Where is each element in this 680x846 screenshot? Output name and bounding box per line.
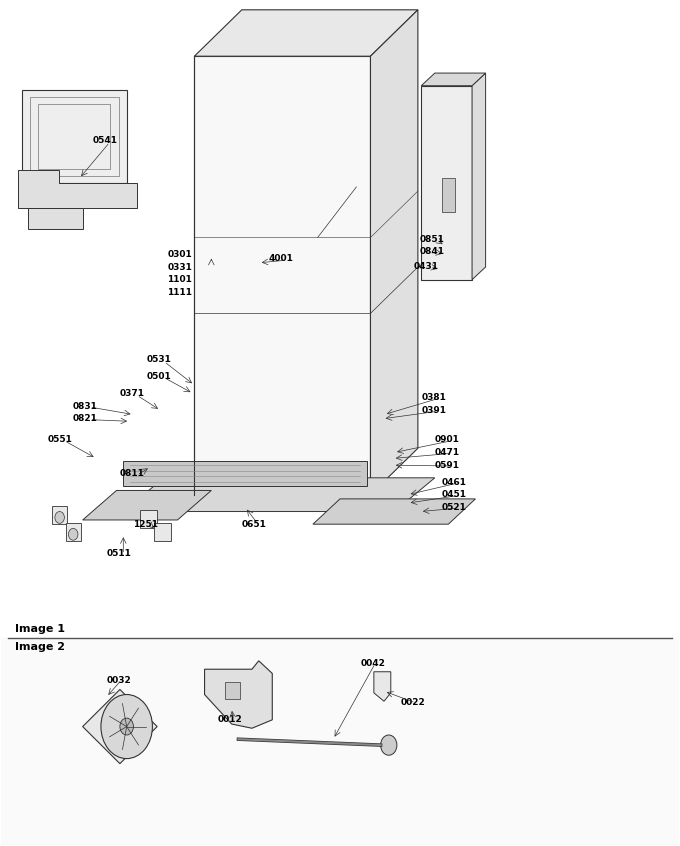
Polygon shape — [22, 90, 126, 183]
Polygon shape — [194, 56, 371, 495]
Text: 0851: 0851 — [420, 234, 445, 244]
FancyBboxPatch shape — [225, 682, 240, 699]
Polygon shape — [374, 672, 391, 701]
Circle shape — [120, 718, 133, 735]
Text: 1251: 1251 — [133, 519, 158, 529]
Text: 0501: 0501 — [147, 372, 172, 381]
Text: 4001: 4001 — [269, 254, 294, 263]
Text: 1111: 1111 — [167, 288, 192, 297]
Polygon shape — [194, 10, 418, 56]
Text: 0531: 0531 — [147, 355, 172, 365]
Text: 0461: 0461 — [441, 477, 466, 486]
Text: 0381: 0381 — [422, 393, 446, 402]
FancyBboxPatch shape — [66, 523, 81, 541]
FancyBboxPatch shape — [52, 506, 67, 525]
Text: 0042: 0042 — [360, 659, 385, 667]
Circle shape — [101, 695, 152, 759]
Polygon shape — [29, 208, 83, 229]
Polygon shape — [205, 661, 272, 728]
Text: Image 2: Image 2 — [15, 642, 65, 652]
Circle shape — [69, 529, 78, 541]
Text: 0591: 0591 — [435, 461, 460, 470]
Bar — [1, 638, 679, 844]
Polygon shape — [83, 689, 157, 764]
Text: 0431: 0431 — [413, 261, 438, 271]
Polygon shape — [83, 491, 211, 520]
Polygon shape — [123, 461, 367, 486]
Text: 0331: 0331 — [167, 262, 192, 272]
Polygon shape — [422, 73, 486, 85]
Text: 0521: 0521 — [441, 503, 466, 512]
Polygon shape — [422, 85, 472, 280]
Text: 0821: 0821 — [73, 415, 97, 423]
Text: 0541: 0541 — [92, 136, 118, 145]
Polygon shape — [123, 478, 435, 512]
Text: 0022: 0022 — [401, 699, 426, 707]
Circle shape — [55, 512, 65, 524]
Text: 0451: 0451 — [441, 490, 466, 499]
Polygon shape — [371, 10, 418, 495]
Text: 0551: 0551 — [48, 436, 72, 444]
Text: 0391: 0391 — [422, 406, 446, 415]
Text: 0012: 0012 — [218, 716, 243, 724]
Polygon shape — [441, 179, 455, 212]
Text: 0371: 0371 — [120, 389, 145, 398]
Text: 0841: 0841 — [420, 247, 445, 256]
Text: 0811: 0811 — [120, 469, 145, 478]
Text: 0901: 0901 — [435, 436, 460, 444]
FancyBboxPatch shape — [140, 510, 157, 529]
Text: 0032: 0032 — [106, 676, 131, 684]
Text: 0831: 0831 — [73, 402, 97, 410]
Polygon shape — [472, 73, 486, 280]
Text: 1101: 1101 — [167, 275, 192, 284]
Text: 0301: 0301 — [167, 250, 192, 259]
Text: Image 1: Image 1 — [15, 624, 65, 634]
Circle shape — [381, 735, 397, 755]
Polygon shape — [18, 170, 137, 208]
FancyBboxPatch shape — [154, 523, 171, 541]
Text: 0471: 0471 — [435, 448, 460, 457]
Text: 0511: 0511 — [106, 549, 131, 558]
Polygon shape — [313, 499, 475, 525]
Text: 0651: 0651 — [242, 519, 267, 529]
